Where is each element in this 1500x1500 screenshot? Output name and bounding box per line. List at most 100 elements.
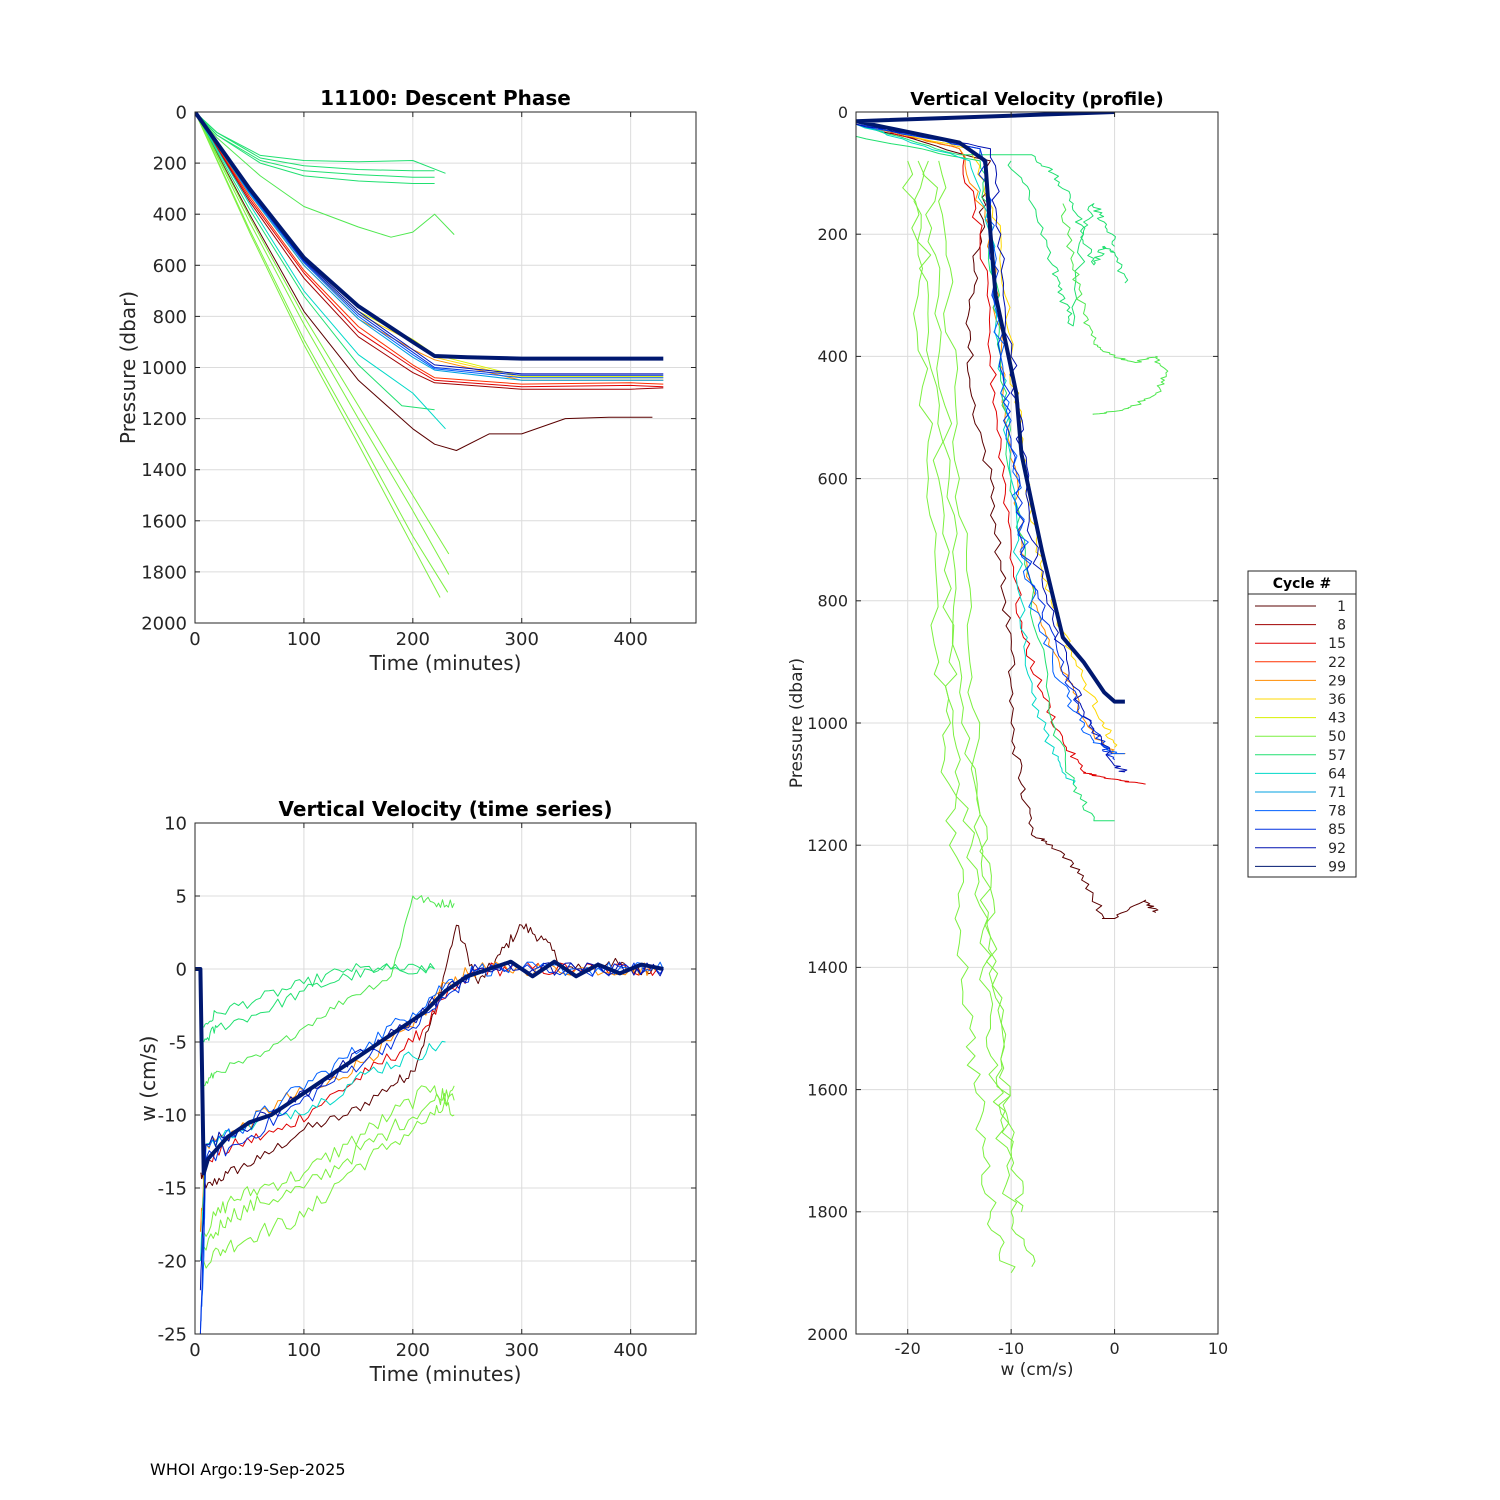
legend-label-cycle-43: 43 [1328,711,1346,727]
descent-phase-panel: 0 100 200 300 400 0 200 400 600 800 1000 1200 1400 16… [116,86,697,675]
profile-ytick-label: 2000 [807,1325,848,1344]
profile-y-label: Pressure (dbar) [787,658,807,788]
velocity-profile-panel: -20 -10 0 100200400600800100012001400160018… [787,89,1228,1380]
ts-ytick-label: 5 [176,886,187,907]
descent-xtick-label: 300 [505,629,539,650]
legend-label-cycle-57: 57 [1328,748,1346,764]
profile-ytick-label: 200 [817,225,848,244]
ts-series-cycle-64-9 [199,1040,446,1262]
ts-xtick-label: 100 [287,1340,321,1361]
ts-ytick-label: 0 [176,959,187,980]
ts-series-cycle-99-bold-13 [195,959,664,1176]
profile-ytick-label: 0 [838,103,848,122]
descent-ytick-label: 1800 [141,562,187,583]
ts-series-cycle-78-10 [199,961,664,1334]
profile-ytick-label: 800 [817,592,848,611]
ts-y-label: w (cm/s) [136,1036,160,1122]
descent-xtick-label: 200 [396,629,430,650]
descent-ytick-label: 400 [153,205,187,226]
descent-series-cycle-22-3 [195,112,664,385]
descent-ytick-label: 200 [153,154,187,175]
profile-series-cycle-50-7 [938,160,1014,1151]
descent-ytick-label: 2000 [141,613,187,634]
legend-label-cycle-36: 36 [1328,692,1346,708]
descent-title: 11100: Descent Phase [320,86,571,110]
profile-ytick-label: 1200 [807,836,848,855]
ts-title: Vertical Velocity (time series) [279,797,613,821]
legend-label-cycle-8: 8 [1337,618,1346,634]
legend-label-cycle-78: 78 [1328,804,1346,820]
ts-ytick-label: -20 [158,1251,187,1272]
ts-series-cycle-57-8 [203,895,455,1087]
descent-series-cycle-57-15 [195,112,455,238]
ts-ytick-label: -5 [169,1032,187,1053]
profile-ytick-label: 600 [817,469,848,488]
legend-label-cycle-99: 99 [1328,859,1346,875]
descent-ytick-label: 600 [153,256,187,277]
legend-label-cycle-22: 22 [1328,655,1346,671]
ts-ytick-label: -10 [158,1105,187,1126]
descent-series-cycle-57-14 [195,112,435,184]
profile-xtick-label: -10 [998,1339,1024,1358]
ts-series-cycle-50-4 [203,1085,455,1251]
descent-series-cycle-50-9 [195,112,450,575]
legend-label-cycle-1: 1 [1337,599,1346,615]
footer-credit: WHOI Argo:19-Sep-2025 [150,1460,346,1479]
profile-series-cycle-1-0 [856,123,1159,919]
cycle-legend: Cycle # 1 8 15 22 29 36 43 50 57 64 71 78 85 92 99 [1247,570,1357,878]
legend-label-cycle-29: 29 [1328,673,1346,689]
descent-x-label: Time (minutes) [369,651,522,675]
descent-series-cycle-8-1 [195,112,664,390]
legend-box [1247,570,1357,878]
profile-series-cycle-99-bold-16 [856,112,1125,704]
profile-series-cycle-50-5 [913,160,1036,1268]
profile-series-cycle-85-14 [856,123,1115,761]
descent-series-cycle-1-0 [195,112,653,451]
profile-ytick-label: 400 [817,347,848,366]
ts-series-cycle-50-3 [203,1093,455,1269]
profile-series-cycle-57-9 [1007,160,1116,327]
ts-series-cycle-57-7 [203,963,435,1043]
descent-series-cycle-50-10 [195,112,450,555]
descent-series-cycle-57-12 [195,112,435,172]
descent-xtick-label: 100 [287,629,321,650]
descent-ytick-label: 800 [153,307,187,328]
legend-title: Cycle # [1273,576,1332,592]
descent-ytick-label: 1000 [141,358,187,379]
ts-xtick-label: 200 [396,1340,430,1361]
descent-xtick-label: 0 [189,629,200,650]
descent-y-label: Pressure (dbar) [116,291,140,444]
descent-series-cycle-78-19 [195,112,664,379]
profile-series-cycle-50-4 [902,160,1016,1274]
profile-series-cycle-15-1 [856,123,1146,785]
legend-label-cycle-85: 85 [1328,822,1346,838]
descent-series-cycle-50-8 [195,112,449,593]
profile-xtick-label: -20 [895,1339,921,1358]
legend-label-cycle-64: 64 [1328,766,1346,782]
profile-ytick-label: 1400 [807,958,848,977]
descent-ytick-label: 1600 [141,511,187,532]
ts-series-cycle-50-5 [203,1085,455,1237]
profile-ytick-label: 1000 [807,714,848,733]
ts-axes-box [194,822,697,1335]
descent-ytick-label: 1200 [141,409,187,430]
profile-xtick-label: 0 [1109,1339,1119,1358]
profile-xtick-label: 10 [1208,1339,1228,1358]
ts-x-label: Time (minutes) [369,1362,522,1386]
ts-ytick-label: 10 [164,813,187,834]
ts-ytick-label: -25 [158,1324,187,1345]
descent-ytick-label: 1400 [141,460,187,481]
descent-series-cycle-99-bold-22 [195,112,664,361]
descent-ytick-label: 0 [176,102,187,123]
descent-series-cycle-64-17 [195,112,446,430]
ts-ytick-label: -15 [158,1178,187,1199]
descent-series-cycle-57-16 [195,112,435,411]
profile-series-cycle-92-15 [856,123,1128,773]
descent-series-cycle-15-2 [195,112,664,388]
profile-series-cycle-57-10 [1061,203,1169,415]
legend-label-cycle-92: 92 [1328,841,1346,857]
profile-ytick-label: 1600 [807,1080,848,1099]
descent-xtick-label: 400 [613,629,647,650]
ts-xtick-label: 0 [189,1340,200,1361]
